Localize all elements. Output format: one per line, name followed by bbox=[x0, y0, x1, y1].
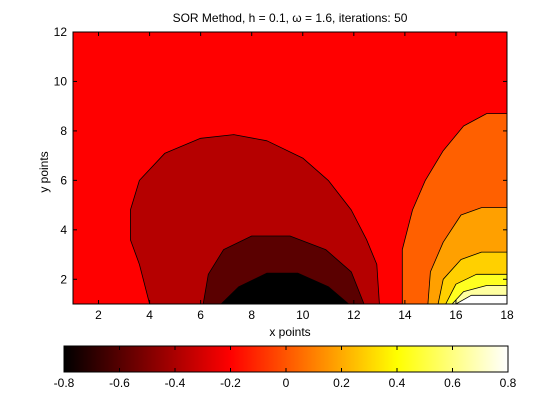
plot-frame bbox=[72, 31, 508, 305]
y-tick-label: 12 bbox=[54, 25, 68, 39]
x-tick-label: 16 bbox=[449, 308, 463, 322]
chart-title: SOR Method, h = 0.1, ω = 1.6, iterations… bbox=[173, 11, 408, 25]
x-tick-label: 10 bbox=[296, 308, 310, 322]
y-tick-label: 10 bbox=[54, 74, 68, 88]
plot-area bbox=[72, 31, 508, 305]
x-tick-label: 8 bbox=[248, 308, 255, 322]
colorbar-tick-label: -0.6 bbox=[109, 376, 130, 390]
x-axis: 2 4 6 8 10 12 14 16 18 bbox=[95, 32, 514, 322]
x-tick-label: 4 bbox=[146, 308, 153, 322]
y-tick-label: 6 bbox=[60, 173, 67, 187]
colorbar-tick-label: -0.8 bbox=[54, 376, 75, 390]
contour-region-9 bbox=[455, 294, 507, 304]
y-tick-label: 2 bbox=[60, 272, 67, 286]
colorbar-gradient bbox=[63, 345, 509, 373]
colorbar-tick-label: 0.2 bbox=[333, 376, 350, 390]
y-tick-label: 8 bbox=[60, 124, 67, 138]
colorbar: -0.8 -0.6 -0.4 -0.2 0 0.2 0.4 0.6 0.8 bbox=[54, 345, 517, 390]
y-axis-label: y points bbox=[37, 151, 51, 192]
colorbar-ticks: -0.8 -0.6 -0.4 -0.2 0 0.2 0.4 0.6 0.8 bbox=[54, 346, 517, 390]
colorbar-tick-label: 0.6 bbox=[444, 376, 461, 390]
colorbar-tick-label: 0.8 bbox=[500, 376, 517, 390]
colorbar-tick-label: -0.2 bbox=[220, 376, 241, 390]
colorbar-tick-label: 0 bbox=[283, 376, 290, 390]
x-tick-label: 18 bbox=[500, 308, 514, 322]
colorbar-tick-label: 0.4 bbox=[389, 376, 406, 390]
contour-regions bbox=[129, 113, 507, 304]
y-tick-label: 4 bbox=[60, 223, 67, 237]
x-axis-label: x points bbox=[269, 325, 310, 339]
y-axis: 2 4 6 8 10 12 bbox=[54, 25, 507, 286]
x-tick-label: 6 bbox=[197, 308, 204, 322]
x-tick-label: 12 bbox=[347, 308, 361, 322]
x-tick-label: 14 bbox=[398, 308, 412, 322]
colorbar-tick-label: -0.4 bbox=[165, 376, 186, 390]
contour-region-3 bbox=[220, 272, 350, 304]
x-tick-label: 2 bbox=[95, 308, 102, 322]
